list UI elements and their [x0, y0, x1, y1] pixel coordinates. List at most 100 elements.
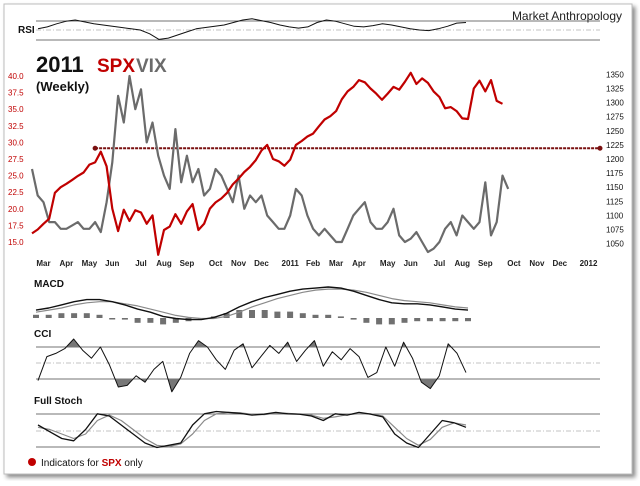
title-spx: SPX — [97, 56, 135, 77]
footer-bullet-icon — [28, 458, 36, 466]
resistance-line-end-point — [597, 145, 603, 151]
y-left-tick-label: 30.0 — [8, 138, 24, 147]
footer-suffix: only — [122, 458, 143, 469]
stoch-d-line — [37, 411, 467, 448]
macd-histogram-bar — [299, 313, 306, 318]
x-tick-label: Sep — [180, 259, 195, 268]
y-left-tick-label: 40.0 — [8, 72, 24, 81]
y-left-tick-label: 17.5 — [8, 221, 24, 230]
macd-histogram-bar — [83, 313, 90, 318]
macd-histogram-bar — [96, 314, 103, 318]
macd-histogram-bar — [414, 318, 421, 322]
y-right-tick-label: 1175 — [606, 169, 624, 178]
x-tick-label: Feb — [306, 259, 320, 268]
macd-histogram-bar — [388, 318, 395, 325]
macd-histogram-bar — [160, 318, 167, 325]
macd-histogram-bar — [376, 318, 383, 325]
x-tick-label: Mar — [329, 259, 343, 268]
y-right-tick-label: 1275 — [606, 113, 624, 122]
footer-prefix: Indicators for — [41, 458, 102, 469]
macd-histogram-bar — [58, 313, 65, 318]
x-tick-label: Jul — [434, 259, 446, 268]
x-tick-label: Apr — [60, 259, 74, 268]
macd-histogram-bar — [439, 318, 446, 322]
y-right-tick-label: 1350 — [606, 71, 624, 80]
macd-histogram-bar — [465, 318, 471, 322]
y-right-tick-label: 1325 — [606, 85, 624, 94]
macd-histogram-bar — [426, 318, 433, 322]
stoch-label: Full Stoch — [34, 396, 82, 407]
x-tick-label: May — [82, 259, 98, 268]
y-left-tick-label: 27.5 — [8, 155, 24, 164]
vix-series-line — [30, 74, 510, 254]
rsi-label: RSI — [18, 25, 35, 36]
x-tick-label: Jun — [105, 259, 119, 268]
macd-histogram-bar — [45, 314, 52, 318]
x-tick-label: Aug — [156, 259, 172, 268]
resistance-line-start-point — [92, 145, 98, 151]
x-tick-label: Jul — [135, 259, 147, 268]
y-left-tick-label: 37.5 — [8, 89, 24, 98]
macd-histogram-bar — [325, 314, 332, 318]
macd-histogram-bar — [134, 318, 141, 323]
x-tick-label: Nov — [231, 259, 247, 268]
y-left-tick-label: 25.0 — [8, 172, 24, 181]
x-tick-label: Dec — [552, 259, 567, 268]
cci-label: CCI — [34, 329, 51, 340]
x-tick-label: Nov — [529, 259, 545, 268]
macd-histogram-bar — [249, 310, 255, 318]
cci-series-line — [37, 338, 467, 393]
y-left-tick-label: 35.0 — [8, 105, 24, 114]
macd-histogram-bar — [452, 318, 459, 322]
y-right-tick-label: 1100 — [606, 211, 624, 220]
macd-histogram-bar — [363, 318, 370, 323]
x-tick-label: Sep — [478, 259, 493, 268]
macd-histogram-bar — [337, 316, 344, 318]
x-tick-label: 2011 — [282, 259, 300, 268]
y-right-tick-label: 1300 — [606, 99, 624, 108]
chart-frame — [3, 3, 633, 475]
spx-series-line — [31, 71, 503, 256]
x-tick-label: Oct — [209, 259, 223, 268]
y-left-tick-label: 32.5 — [8, 122, 24, 131]
x-tick-label: Dec — [254, 259, 269, 268]
footer-note: Indicators for SPX only — [41, 458, 143, 469]
macd-histogram-bar — [172, 318, 179, 323]
y-right-tick-label: 1150 — [606, 183, 624, 192]
stoch-k-line — [37, 410, 467, 449]
y-right-tick-label: 1125 — [606, 197, 624, 206]
macd-label: MACD — [34, 279, 64, 290]
x-tick-label: Jun — [404, 259, 418, 268]
macd-histogram-bar — [109, 318, 116, 320]
macd-histogram-bar — [401, 318, 408, 323]
footer-spx: SPX — [102, 458, 122, 469]
macd-histogram-bar — [33, 314, 39, 318]
chart-marks: 15.0 17.5 20.0 22.5 25.0 27.5 30.0 32.5 35.0 37.5… — [8, 18, 624, 449]
macd-histogram-bar — [121, 318, 128, 320]
y-right-tick-label: 1075 — [606, 226, 624, 235]
macd-histogram-bar — [223, 313, 230, 318]
x-tick-label: 2012 — [580, 259, 598, 268]
x-tick-label: May — [380, 259, 396, 268]
x-tick-label: Mar — [36, 259, 50, 268]
y-right-tick-label: 1200 — [606, 155, 624, 164]
title-vix: VIX — [136, 56, 167, 77]
x-tick-label: Aug — [455, 259, 471, 268]
y-left-tick-label: 15.0 — [8, 238, 24, 247]
macd-line — [35, 286, 469, 321]
title-year: 2011 — [36, 52, 84, 77]
y-right-tick-label: 1225 — [606, 141, 624, 150]
macd-histogram-bar — [147, 318, 154, 323]
rsi-series-line — [37, 18, 467, 40]
y-right-tick-label: 1050 — [606, 240, 624, 249]
macd-histogram-bar — [236, 310, 243, 318]
subtitle-weekly: (Weekly) — [36, 79, 89, 94]
macd-histogram-bar — [287, 311, 294, 318]
x-tick-label: Oct — [507, 259, 521, 268]
macd-histogram-bar — [71, 313, 78, 318]
macd-histogram-bar — [312, 314, 319, 318]
brand-label: Market Anthropology — [512, 9, 622, 23]
macd-histogram-bar — [274, 311, 281, 318]
